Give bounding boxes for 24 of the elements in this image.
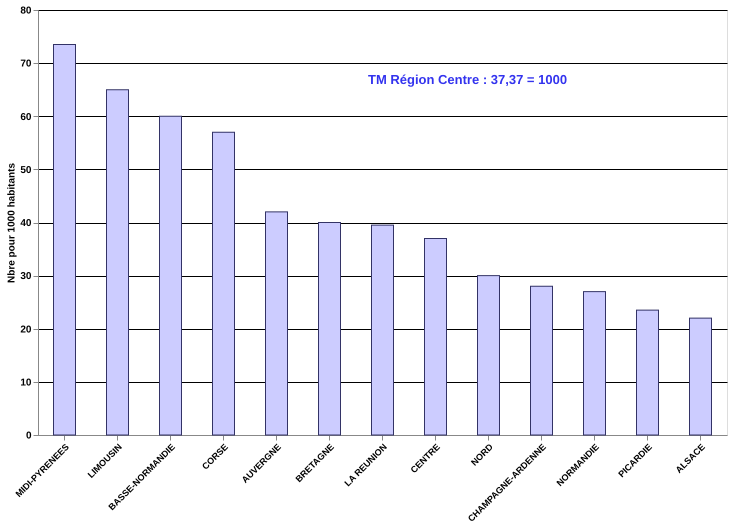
y-tick-label: 80 xyxy=(20,6,32,16)
bar xyxy=(477,275,500,436)
y-tick-label: 70 xyxy=(20,58,32,70)
y-tick-label: 30 xyxy=(20,271,32,282)
annotation: TM Région Centre : 37,37 = 1000 xyxy=(368,72,568,87)
bar xyxy=(371,224,394,436)
bar xyxy=(318,222,341,436)
y-tick-label: 20 xyxy=(20,324,32,336)
y-tick-label: 60 xyxy=(20,112,32,123)
bar xyxy=(53,44,76,436)
bar xyxy=(636,310,659,436)
y-tick-label: 0 xyxy=(26,430,32,442)
bar xyxy=(159,116,182,436)
bar xyxy=(689,318,712,436)
bar xyxy=(530,286,553,436)
bar xyxy=(583,291,606,436)
y-tick-label: 50 xyxy=(20,164,32,176)
y-axis-title: Nbre pour 1000 habitants xyxy=(6,162,18,284)
bar xyxy=(424,238,447,436)
y-tick-label: 10 xyxy=(20,377,32,388)
bar xyxy=(106,89,129,436)
bar xyxy=(265,211,288,436)
bar xyxy=(212,132,235,436)
y-tick-label: 40 xyxy=(20,218,32,229)
